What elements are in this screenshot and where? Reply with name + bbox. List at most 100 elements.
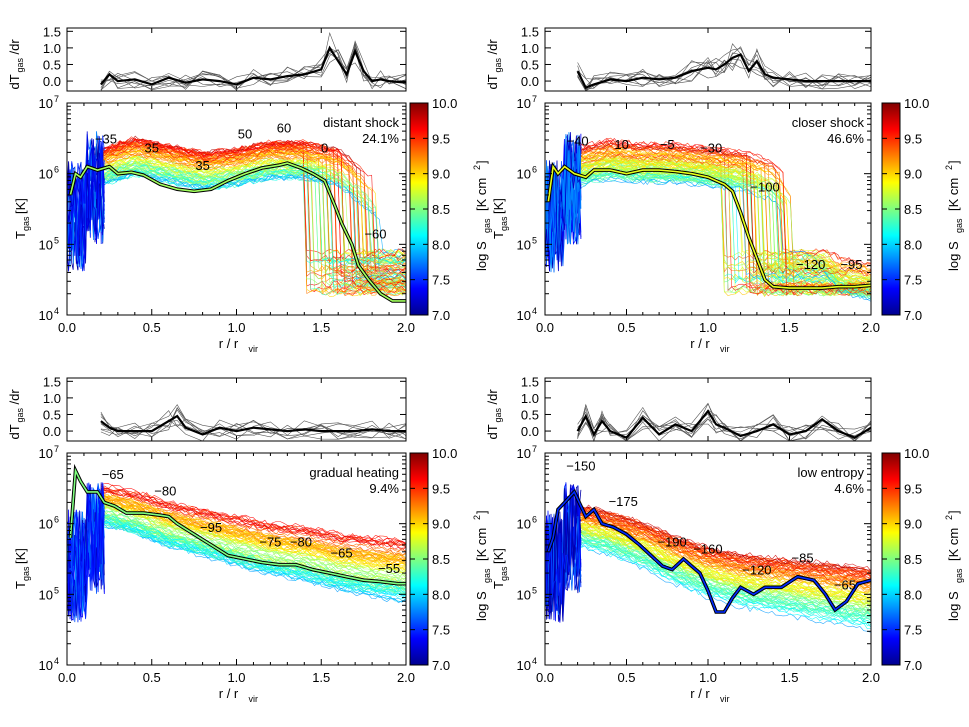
track-line <box>100 170 406 274</box>
y-tick-label: 10 <box>39 517 53 532</box>
track-line <box>577 167 871 292</box>
y-tick-label: 10 <box>39 658 53 673</box>
deriv-median-line <box>576 409 872 440</box>
deriv-track-line <box>100 31 407 90</box>
track-line <box>577 161 871 286</box>
y-tick-exponent: 7 <box>54 444 59 454</box>
entropy-annotation: −65 <box>834 577 856 592</box>
y-tick-exponent: 4 <box>54 656 59 666</box>
y-tick-label: 10 <box>39 167 53 182</box>
track-line <box>100 488 406 549</box>
deriv-y-tick-label: 1.0 <box>43 41 61 56</box>
deriv-axes-frame <box>544 377 872 442</box>
track-line <box>577 155 871 279</box>
colorbar-tick-label: 10.0 <box>904 446 929 461</box>
track-line <box>100 138 406 274</box>
y-axis-label-unit: [K] <box>491 198 506 214</box>
x-axis-label-sub: vir <box>720 694 730 704</box>
colorbar-tick-label: 10.0 <box>432 96 457 111</box>
colorbar-label: log S gas [K cm 2] <box>944 160 964 271</box>
track-line <box>577 535 871 615</box>
y-tick-exponent: 7 <box>532 444 537 454</box>
colorbar-tick-label: 8.5 <box>904 202 922 217</box>
colorbar: 7.0 7.5 8.0 8.5 9.0 9.5 10.0 log S gas [K cm 2] <box>409 96 492 323</box>
y-tick-exponent: 6 <box>54 515 59 525</box>
track-line <box>100 503 406 575</box>
y-axis-label-main: T <box>13 581 28 589</box>
x-tick-label: 2.0 <box>397 320 415 335</box>
x-tick-label: 1.0 <box>699 670 717 685</box>
colorbar-tick-label: 8.0 <box>432 237 450 252</box>
track-line <box>577 537 871 621</box>
panel-fraction: 46.6% <box>827 131 864 146</box>
track-line <box>100 522 406 604</box>
x-tick-label: 2.0 <box>862 320 880 335</box>
track-line <box>577 545 871 633</box>
entropy-annotation: −40 <box>567 133 589 148</box>
panel-fraction: 9.4% <box>369 481 399 496</box>
track-line <box>100 495 406 560</box>
track-line <box>577 526 871 600</box>
y-tick-label: 10 <box>517 237 531 252</box>
deriv-track-line <box>100 416 407 442</box>
inner-track-line <box>67 494 105 619</box>
y-tick-exponent: 7 <box>532 94 537 104</box>
entropy-annotation: −65 <box>102 467 124 482</box>
deriv-label-main: dT <box>485 424 500 439</box>
deriv-track-line <box>100 409 407 440</box>
deriv-y-tick-label: 0.0 <box>521 424 539 439</box>
deriv-axis-label: dT gas/dr <box>7 39 25 90</box>
x-tick-label: 1.5 <box>312 670 330 685</box>
track-line <box>100 147 406 265</box>
track-line <box>100 156 406 288</box>
track-line <box>577 144 871 266</box>
track-line <box>577 517 871 589</box>
track-line <box>100 150 406 286</box>
deriv-label-main: dT <box>485 74 500 89</box>
deriv-label-main: dT <box>7 74 22 89</box>
y-tick-label: 10 <box>39 96 53 111</box>
inner-track-line <box>545 485 582 607</box>
deriv-label-sub: gas <box>15 57 25 72</box>
colorbar-tick-label: 9.5 <box>904 131 922 146</box>
colorbar-tick-label: 9.5 <box>432 131 450 146</box>
y-tick-label: 10 <box>517 167 531 182</box>
colorbar-tick-label: 7.5 <box>904 273 922 288</box>
entropy-annotation: −190 <box>657 534 686 549</box>
colorbar-label-unit: [K cm <box>474 528 489 561</box>
track-line <box>100 509 406 585</box>
deriv-y-tick-label: 1.0 <box>43 391 61 406</box>
x-tick-label: 0.0 <box>536 320 554 335</box>
colorbar-tick-label: 7.5 <box>432 273 450 288</box>
y-tick-label: 10 <box>39 237 53 252</box>
track-bundle <box>545 482 871 633</box>
entropy-annotation: −65 <box>331 546 353 561</box>
deriv-y-tick-label: 1.5 <box>521 24 539 39</box>
track-line <box>577 506 871 572</box>
entropy-annotation: 60 <box>277 121 291 136</box>
colorbar-label-close: ] <box>474 160 489 164</box>
colorbar-label-sup: 2 <box>944 515 954 520</box>
y-tick-label: 10 <box>517 587 531 602</box>
entropy-annotation: −80 <box>154 483 176 498</box>
track-line <box>100 152 406 294</box>
median-curve <box>547 490 871 613</box>
entropy-annotation: −95 <box>200 520 222 535</box>
x-axis-label: r / r <box>690 336 710 351</box>
colorbar-label-sub: gas <box>482 568 492 583</box>
y-tick-exponent: 5 <box>532 585 537 595</box>
track-line <box>577 174 871 300</box>
entropy-annotation: −30 <box>700 140 722 155</box>
colorbar-tick-label: 9.0 <box>904 517 922 532</box>
track-line <box>100 142 406 280</box>
colorbar-tick-label: 8.0 <box>432 587 450 602</box>
deriv-track-line <box>100 49 407 91</box>
derivative-panel: 0.0 0.51.0 1.5 dT gas/dr <box>7 24 407 92</box>
x-tick-label: 1.0 <box>699 320 717 335</box>
deriv-axes-frame <box>66 377 407 442</box>
y-tick-label: 10 <box>39 308 53 323</box>
derivative-panel: 0.0 0.51.0 1.5 dT gas/dr <box>7 374 407 442</box>
